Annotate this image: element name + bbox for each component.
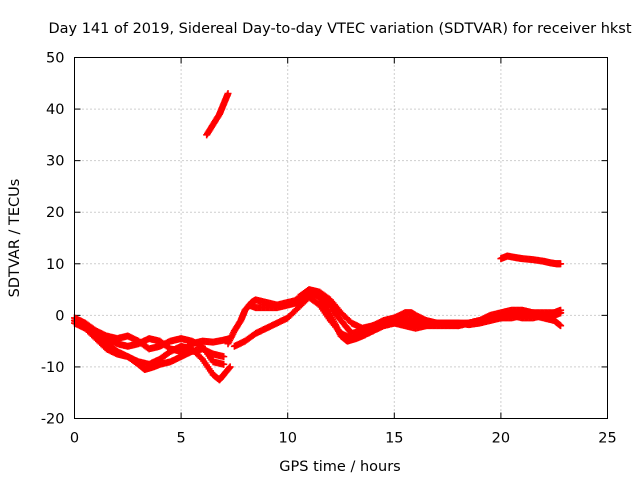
y-tick-label: -20 — [41, 412, 65, 428]
x-axis-label: GPS time / hours — [279, 459, 400, 475]
chart-title: Day 141 of 2019, Sidereal Day-to-day VTE… — [48, 21, 631, 37]
y-tick-label: 20 — [46, 205, 64, 221]
data-point-marker — [226, 363, 234, 371]
data-point-marker — [557, 322, 565, 330]
x-tick-label: 0 — [70, 431, 79, 447]
y-tick-label: 30 — [46, 154, 64, 170]
tick-layer: 0 5 10 15 20 25 -20 -10 0 10 20 30 40 50 — [41, 51, 617, 447]
x-tick-label: 5 — [176, 431, 185, 447]
x-tick-label: 15 — [385, 431, 403, 447]
series-arc-9 — [294, 286, 565, 332]
data-point-marker — [557, 309, 565, 317]
series-arc-3 — [71, 319, 228, 374]
series-arc-5 — [203, 90, 232, 139]
data-point-marker — [557, 260, 565, 268]
data-layer — [71, 90, 565, 384]
x-tick-label: 25 — [598, 431, 616, 447]
data-point-marker — [224, 90, 232, 98]
y-tick-label: 10 — [46, 257, 64, 273]
y-tick-label: 0 — [55, 308, 64, 324]
x-tick-label: 20 — [492, 431, 510, 447]
x-tick-label: 10 — [278, 431, 296, 447]
plot-frame — [74, 57, 608, 419]
y-tick-label: -10 — [41, 360, 65, 376]
series-arc-10 — [497, 252, 565, 268]
data-point-marker — [220, 360, 228, 368]
y-tick-label: 40 — [46, 102, 64, 118]
series-arc-4 — [71, 317, 228, 368]
y-axis-label: SDTVAR / TECUs — [7, 179, 23, 298]
data-point-marker — [220, 353, 228, 361]
y-tick-label: 50 — [46, 51, 64, 67]
